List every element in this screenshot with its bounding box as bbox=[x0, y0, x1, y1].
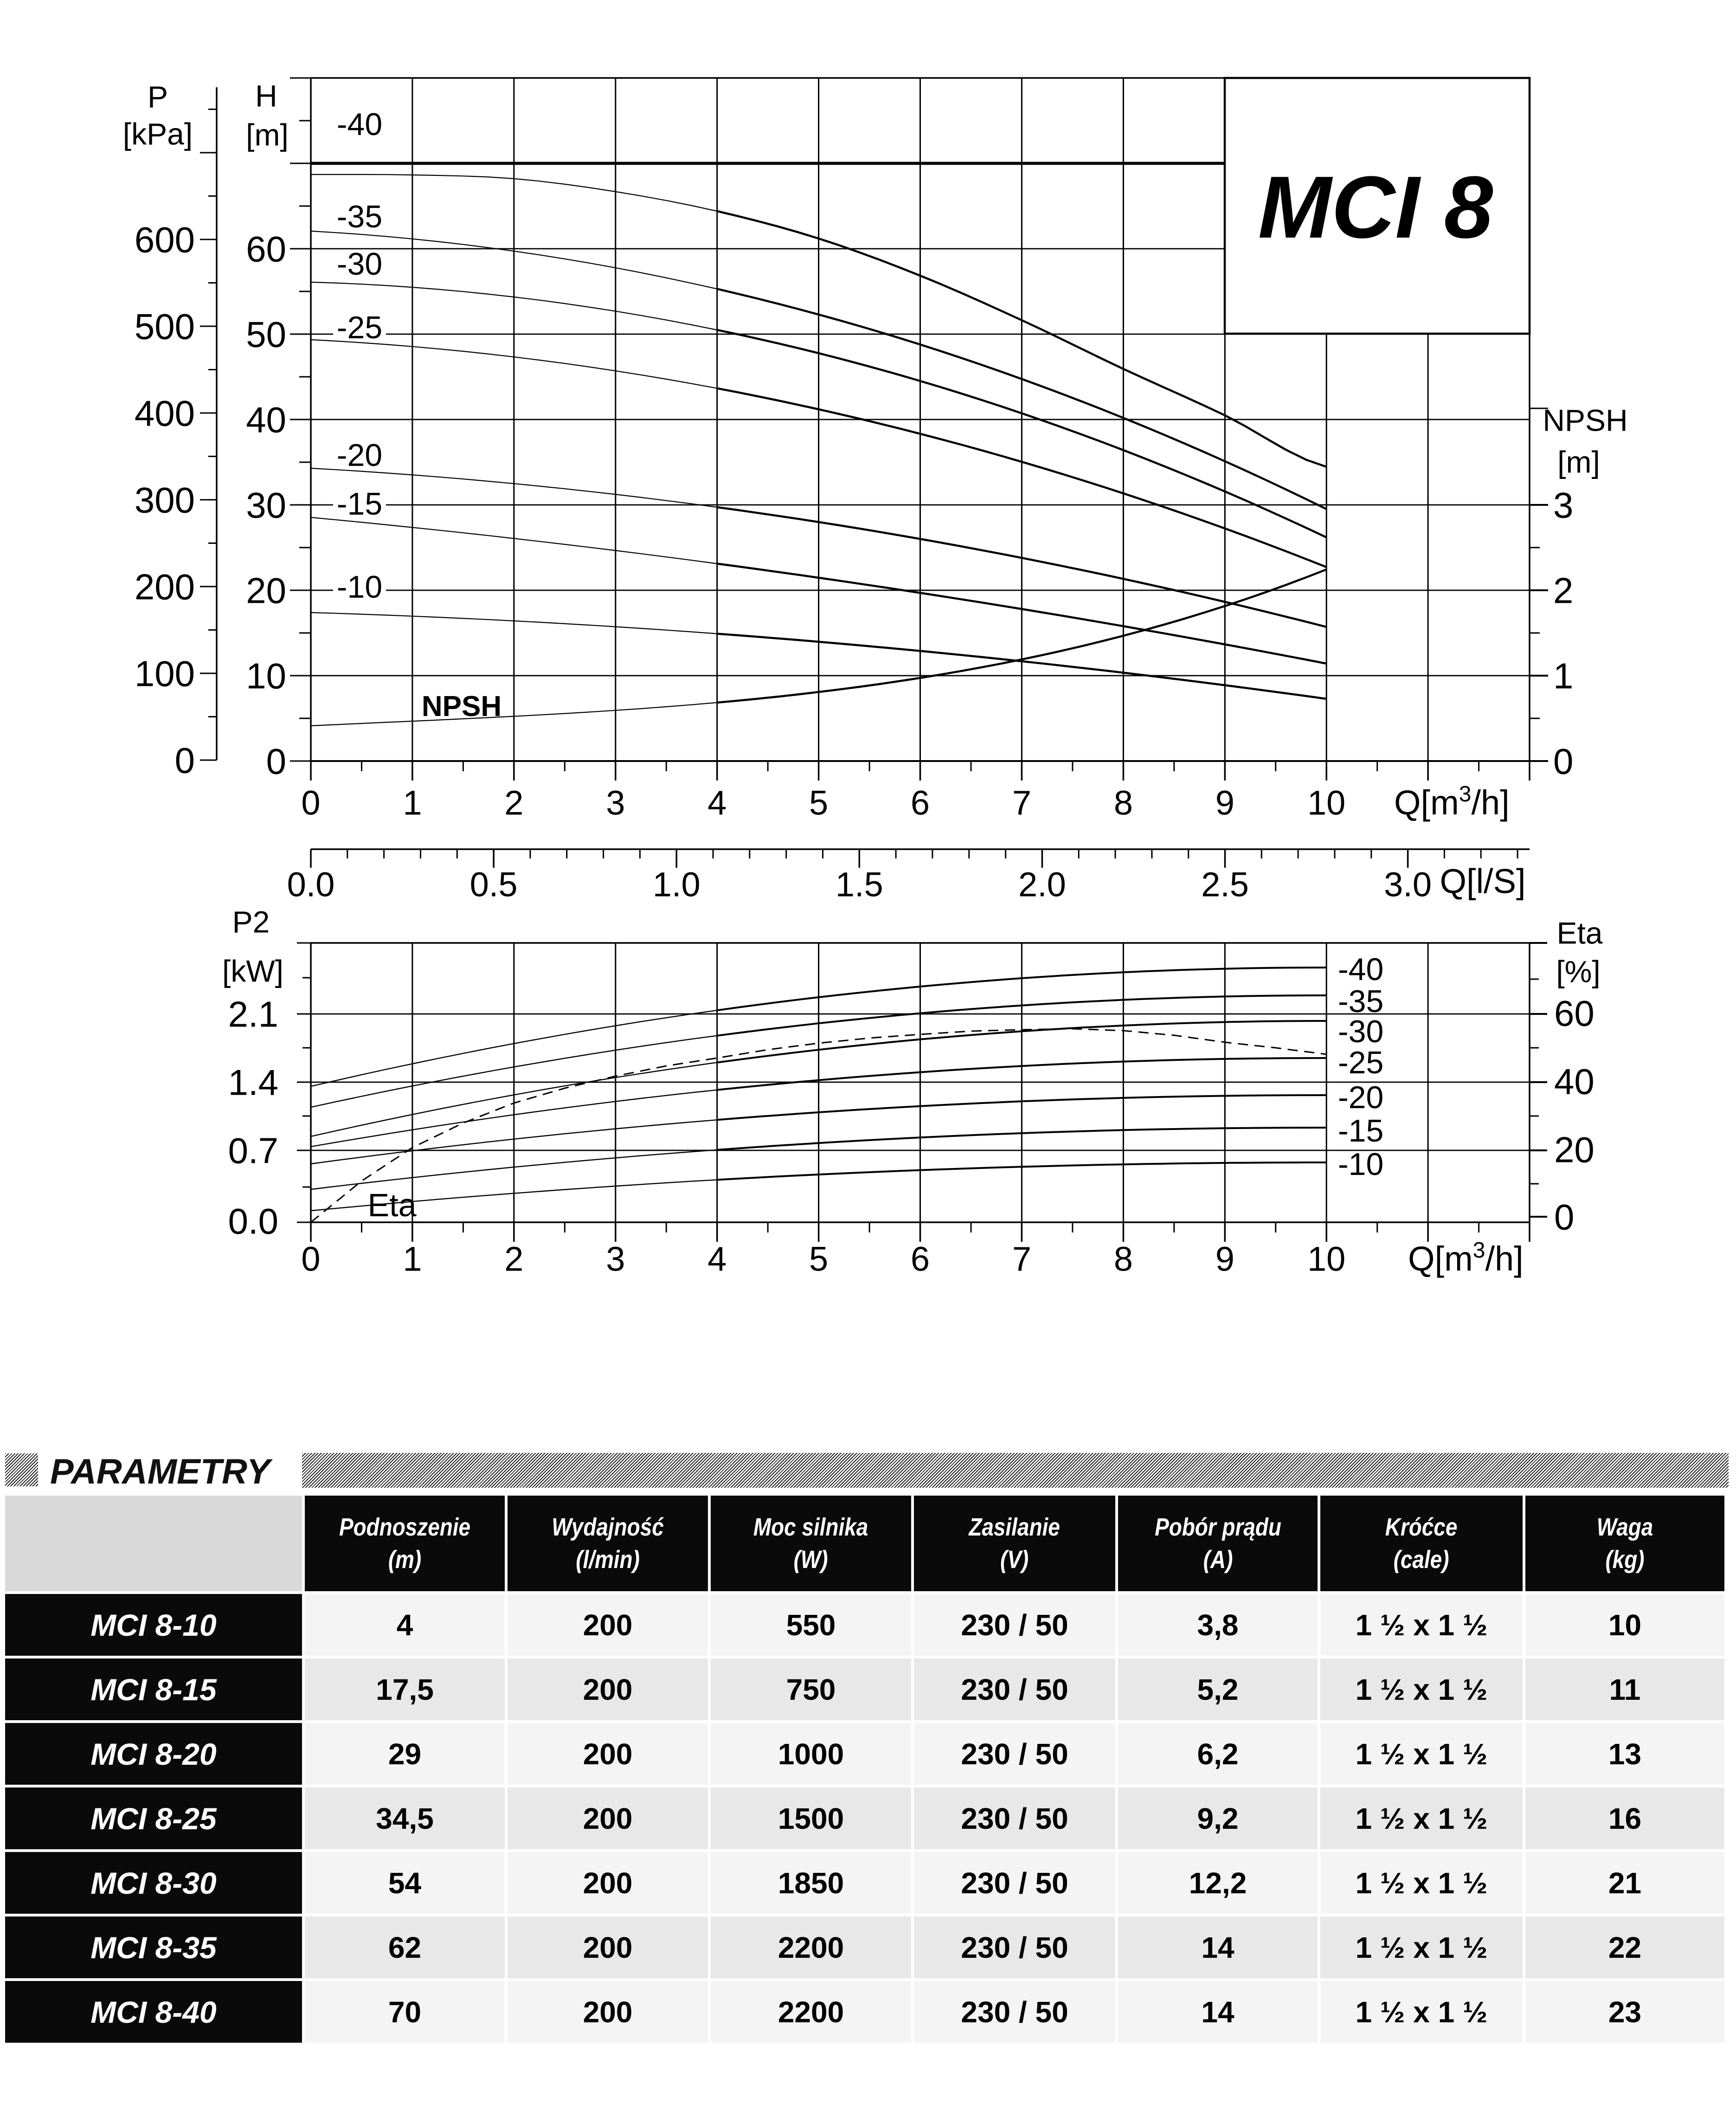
svg-text:-30: -30 bbox=[1338, 1014, 1383, 1049]
svg-text:-35: -35 bbox=[337, 199, 382, 234]
svg-text:1.5: 1.5 bbox=[836, 865, 883, 903]
svg-text:-15: -15 bbox=[337, 486, 382, 522]
svg-text:[kPa]: [kPa] bbox=[123, 116, 193, 151]
svg-text:4: 4 bbox=[707, 783, 727, 822]
svg-text:0: 0 bbox=[175, 740, 195, 781]
svg-text:Q[l/S]: Q[l/S] bbox=[1440, 862, 1525, 900]
svg-text:3: 3 bbox=[606, 783, 625, 822]
svg-text:-20: -20 bbox=[337, 438, 382, 473]
svg-text:-10: -10 bbox=[1338, 1147, 1383, 1182]
svg-text:2.0: 2.0 bbox=[1018, 865, 1066, 903]
svg-text:5: 5 bbox=[809, 1239, 828, 1278]
svg-text:Eta: Eta bbox=[367, 1187, 416, 1223]
svg-text:0.5: 0.5 bbox=[470, 865, 518, 903]
svg-text:8: 8 bbox=[1114, 783, 1133, 822]
svg-text:P: P bbox=[148, 79, 168, 114]
svg-text:5: 5 bbox=[809, 783, 828, 822]
svg-text:9: 9 bbox=[1215, 783, 1234, 822]
svg-text:0: 0 bbox=[1554, 1197, 1574, 1238]
svg-text:-25: -25 bbox=[1338, 1045, 1383, 1080]
svg-text:300: 300 bbox=[135, 480, 195, 521]
svg-text:60: 60 bbox=[1554, 993, 1595, 1034]
svg-text:3: 3 bbox=[1553, 485, 1573, 526]
svg-text:0.0: 0.0 bbox=[228, 1201, 278, 1242]
svg-text:1.4: 1.4 bbox=[228, 1062, 278, 1103]
svg-text:60: 60 bbox=[246, 229, 286, 270]
svg-text:MCI 8: MCI 8 bbox=[1258, 158, 1493, 257]
svg-text:[m]: [m] bbox=[246, 117, 289, 152]
svg-text:7: 7 bbox=[1012, 783, 1031, 822]
svg-text:Q[m3/h]: Q[m3/h] bbox=[1408, 1238, 1524, 1278]
svg-text:200: 200 bbox=[135, 567, 195, 607]
svg-text:0: 0 bbox=[266, 741, 286, 782]
svg-text:0.7: 0.7 bbox=[228, 1130, 278, 1171]
svg-text:10: 10 bbox=[1307, 783, 1345, 822]
svg-text:3.0: 3.0 bbox=[1384, 865, 1432, 903]
svg-text:2: 2 bbox=[504, 783, 523, 822]
svg-text:Eta: Eta bbox=[1556, 916, 1602, 950]
svg-text:H: H bbox=[255, 78, 277, 113]
svg-text:1: 1 bbox=[403, 1239, 422, 1278]
svg-text:50: 50 bbox=[246, 314, 286, 355]
svg-text:2: 2 bbox=[1553, 570, 1573, 611]
svg-text:-30: -30 bbox=[337, 246, 382, 282]
svg-text:-40: -40 bbox=[337, 107, 382, 142]
svg-text:40: 40 bbox=[246, 400, 286, 440]
svg-text:NPSH: NPSH bbox=[422, 690, 502, 723]
svg-text:10: 10 bbox=[246, 656, 286, 697]
svg-text:[m]: [m] bbox=[1557, 445, 1600, 479]
svg-text:6: 6 bbox=[911, 783, 930, 822]
svg-text:-40: -40 bbox=[1338, 952, 1383, 987]
svg-text:30: 30 bbox=[246, 485, 286, 526]
svg-text:600: 600 bbox=[135, 219, 195, 260]
svg-text:4: 4 bbox=[707, 1239, 727, 1278]
svg-text:7: 7 bbox=[1012, 1239, 1031, 1278]
svg-text:8: 8 bbox=[1114, 1239, 1133, 1278]
svg-text:0: 0 bbox=[1553, 741, 1573, 782]
svg-text:9: 9 bbox=[1215, 1239, 1234, 1278]
svg-text:100: 100 bbox=[135, 653, 195, 694]
svg-text:10: 10 bbox=[1307, 1239, 1345, 1278]
svg-text:6: 6 bbox=[911, 1239, 930, 1278]
svg-text:-20: -20 bbox=[1338, 1080, 1383, 1115]
svg-text:2.5: 2.5 bbox=[1201, 865, 1249, 903]
svg-text:20: 20 bbox=[246, 570, 286, 611]
svg-text:1: 1 bbox=[1553, 656, 1573, 697]
svg-text:P2: P2 bbox=[232, 904, 270, 939]
svg-text:20: 20 bbox=[1554, 1129, 1595, 1170]
svg-text:1: 1 bbox=[403, 783, 422, 822]
svg-text:40: 40 bbox=[1554, 1061, 1595, 1102]
svg-text:-35: -35 bbox=[1338, 984, 1383, 1019]
svg-text:-25: -25 bbox=[337, 310, 382, 345]
svg-text:0: 0 bbox=[301, 783, 320, 822]
svg-text:[kW]: [kW] bbox=[222, 954, 283, 988]
svg-text:-15: -15 bbox=[1338, 1113, 1383, 1149]
svg-text:400: 400 bbox=[135, 393, 195, 434]
svg-text:-10: -10 bbox=[337, 569, 382, 605]
svg-text:3: 3 bbox=[606, 1239, 625, 1278]
svg-text:500: 500 bbox=[135, 306, 195, 347]
svg-text:0: 0 bbox=[301, 1239, 320, 1278]
svg-text:0.0: 0.0 bbox=[287, 865, 335, 903]
svg-text:[%]: [%] bbox=[1556, 954, 1600, 988]
svg-text:2: 2 bbox=[504, 1239, 523, 1278]
svg-text:NPSH: NPSH bbox=[1543, 403, 1627, 437]
svg-text:1.0: 1.0 bbox=[653, 865, 701, 903]
svg-text:2.1: 2.1 bbox=[228, 994, 278, 1035]
svg-text:Q[m3/h]: Q[m3/h] bbox=[1394, 782, 1510, 822]
